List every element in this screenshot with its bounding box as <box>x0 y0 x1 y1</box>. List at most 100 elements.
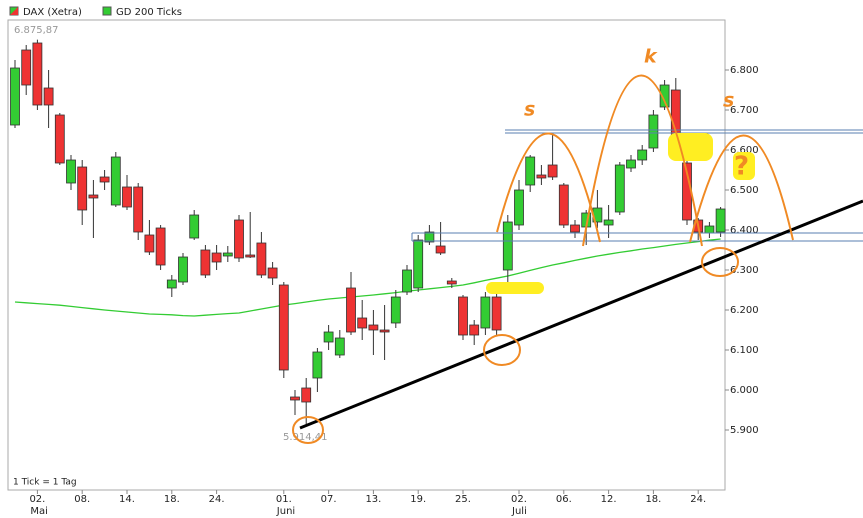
candle-body <box>43 87 54 106</box>
x-tick-label: 18. <box>645 494 661 505</box>
candle-body <box>704 225 715 234</box>
trend-line <box>299 199 863 430</box>
highlight <box>733 152 755 180</box>
legend-icon <box>10 7 18 15</box>
candle-body <box>659 84 670 108</box>
candle-body <box>133 186 144 233</box>
candle-body <box>491 296 502 331</box>
y-tick-label: 6.100 <box>730 345 759 356</box>
legend-icon <box>102 6 112 16</box>
candle-body <box>200 249 211 276</box>
candle-body <box>637 149 648 161</box>
candle-body <box>290 396 300 401</box>
candle-body <box>558 184 569 226</box>
note: 1 Tick = 1 Tag <box>13 478 77 488</box>
candle-body <box>390 296 401 324</box>
x-tick-label: 08. <box>74 494 90 505</box>
candle-body <box>267 267 278 279</box>
y-tick-label: 6.600 <box>730 145 759 156</box>
x-tick-label: 14. <box>119 494 135 505</box>
y-tick-label: 5.900 <box>730 425 759 436</box>
arc <box>496 132 601 243</box>
x-tick-label: 02. <box>511 494 527 505</box>
x-month-label: Juli <box>511 506 527 517</box>
candle-body <box>570 224 580 233</box>
arc <box>689 134 794 243</box>
candle-body <box>222 252 233 257</box>
x-month-label: Mai <box>30 506 48 517</box>
candle-body <box>312 351 323 379</box>
candle-body <box>379 329 390 333</box>
candle-body <box>144 234 155 253</box>
candle-body <box>413 239 424 289</box>
candle-body <box>424 231 435 243</box>
x-tick-label: 07. <box>321 494 337 505</box>
high-label: 6.875,87 <box>14 25 59 36</box>
x-tick-label: 06. <box>556 494 572 505</box>
y-tick-label: 6.000 <box>730 385 759 396</box>
candle-body <box>670 89 681 136</box>
highlight <box>486 282 544 294</box>
annotations: s k s ? <box>292 46 863 444</box>
candle-body <box>77 166 88 211</box>
candle-body <box>54 114 65 164</box>
circle <box>701 247 739 277</box>
x-tick-label: 25. <box>455 494 471 505</box>
candle-body <box>525 156 536 186</box>
candle-body <box>122 186 132 208</box>
x-tick-label: 24. <box>209 494 225 505</box>
candle-body <box>435 245 446 254</box>
candle-body <box>245 254 256 258</box>
legend-label: GD 200 Ticks <box>116 7 182 18</box>
candle-body <box>211 252 222 263</box>
y-tick-label: 6.800 <box>730 65 759 76</box>
candle-body <box>357 317 368 329</box>
circle <box>483 334 521 366</box>
candle-body <box>603 219 614 226</box>
x-tick-label: 24. <box>690 494 706 505</box>
candle-body <box>21 49 32 86</box>
candle-body <box>648 114 659 149</box>
candle-body <box>514 189 524 226</box>
circle <box>292 416 324 444</box>
candle-body <box>502 221 513 271</box>
x-month-label: Juni <box>276 506 295 517</box>
plot-frame <box>7 19 726 491</box>
candle-body <box>715 208 726 233</box>
candle-body <box>234 219 244 259</box>
candle-body <box>346 287 356 333</box>
ma-line <box>14 238 721 317</box>
x-tick-label: 18. <box>164 494 180 505</box>
candle-body <box>368 324 379 331</box>
x-tick-label: 19. <box>410 494 426 505</box>
y-tick-label: 6.400 <box>730 225 759 236</box>
candle-body <box>66 159 76 184</box>
candle-body <box>88 194 99 199</box>
candle-body <box>189 214 200 239</box>
candle-body <box>547 164 558 178</box>
arc <box>582 74 703 247</box>
highlight <box>668 133 713 161</box>
candle-body <box>402 269 412 293</box>
candle-body <box>256 242 267 276</box>
x-tick-label: 02. <box>29 494 45 505</box>
candle-body <box>32 42 43 106</box>
candle-body <box>458 296 468 336</box>
y-tick-label: 6.700 <box>730 105 759 116</box>
annotation: s <box>524 99 535 121</box>
candle-body <box>155 227 166 266</box>
y-tick-label: 6.500 <box>730 185 759 196</box>
x-tick-label: 12. <box>601 494 617 505</box>
x-tick-label: 13. <box>365 494 381 505</box>
candle-body <box>166 279 177 289</box>
candle-body <box>446 280 457 285</box>
x-tick-label: 01. <box>276 494 292 505</box>
marks: 5.900 6.000 6.100 6.200 6.300 6.400 6.500 6.600… <box>10 39 759 517</box>
candle-body <box>10 67 20 126</box>
legend-label: DAX (Xetra) <box>23 7 82 18</box>
candle-body <box>536 174 547 179</box>
candle-body <box>301 387 312 403</box>
